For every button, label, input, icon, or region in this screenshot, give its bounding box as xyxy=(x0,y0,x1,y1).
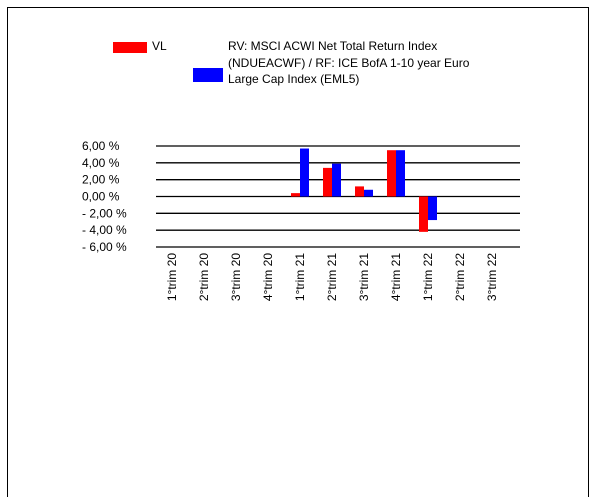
bar xyxy=(332,163,341,197)
x-tick-label: 4°trim 21 xyxy=(389,253,403,301)
y-tick-label: - 2,00 % xyxy=(82,206,127,220)
bar xyxy=(323,167,332,197)
x-tick-label: 1°trim 22 xyxy=(421,253,435,301)
x-tick-label: 1°trim 20 xyxy=(165,253,179,301)
y-tick-label: 4,00 % xyxy=(82,156,120,170)
legend-label: VL xyxy=(152,39,167,53)
x-tick-label: 3°trim 22 xyxy=(485,253,499,301)
x-tick-label: 2°trim 21 xyxy=(325,253,339,301)
bar xyxy=(396,150,405,197)
legend-swatch xyxy=(193,68,223,82)
x-tick-label: 2°trim 22 xyxy=(453,253,467,301)
bar xyxy=(300,148,309,197)
bar xyxy=(428,196,437,221)
y-tick-label: - 6,00 % xyxy=(82,240,127,254)
x-tick-label: 4°trim 20 xyxy=(261,253,275,301)
legend-label: RV: MSCI ACWI Net Total Return Index (ND… xyxy=(228,39,470,86)
y-tick-label: - 4,00 % xyxy=(82,223,127,237)
bar xyxy=(355,186,364,197)
bar xyxy=(419,196,428,232)
y-tick-label: 6,00 % xyxy=(82,139,120,153)
bar xyxy=(387,150,396,197)
x-tick-label: 3°trim 21 xyxy=(357,253,371,301)
y-tick-label: 0,00 % xyxy=(82,190,120,204)
legend-swatch xyxy=(113,42,147,53)
x-tick-label: 1°trim 21 xyxy=(293,253,307,301)
x-tick-label: 2°trim 20 xyxy=(197,253,211,301)
x-tick-label: 3°trim 20 xyxy=(229,253,243,301)
y-tick-label: 2,00 % xyxy=(82,173,120,187)
bar xyxy=(291,193,300,197)
frame xyxy=(7,7,589,497)
bar xyxy=(364,189,373,197)
